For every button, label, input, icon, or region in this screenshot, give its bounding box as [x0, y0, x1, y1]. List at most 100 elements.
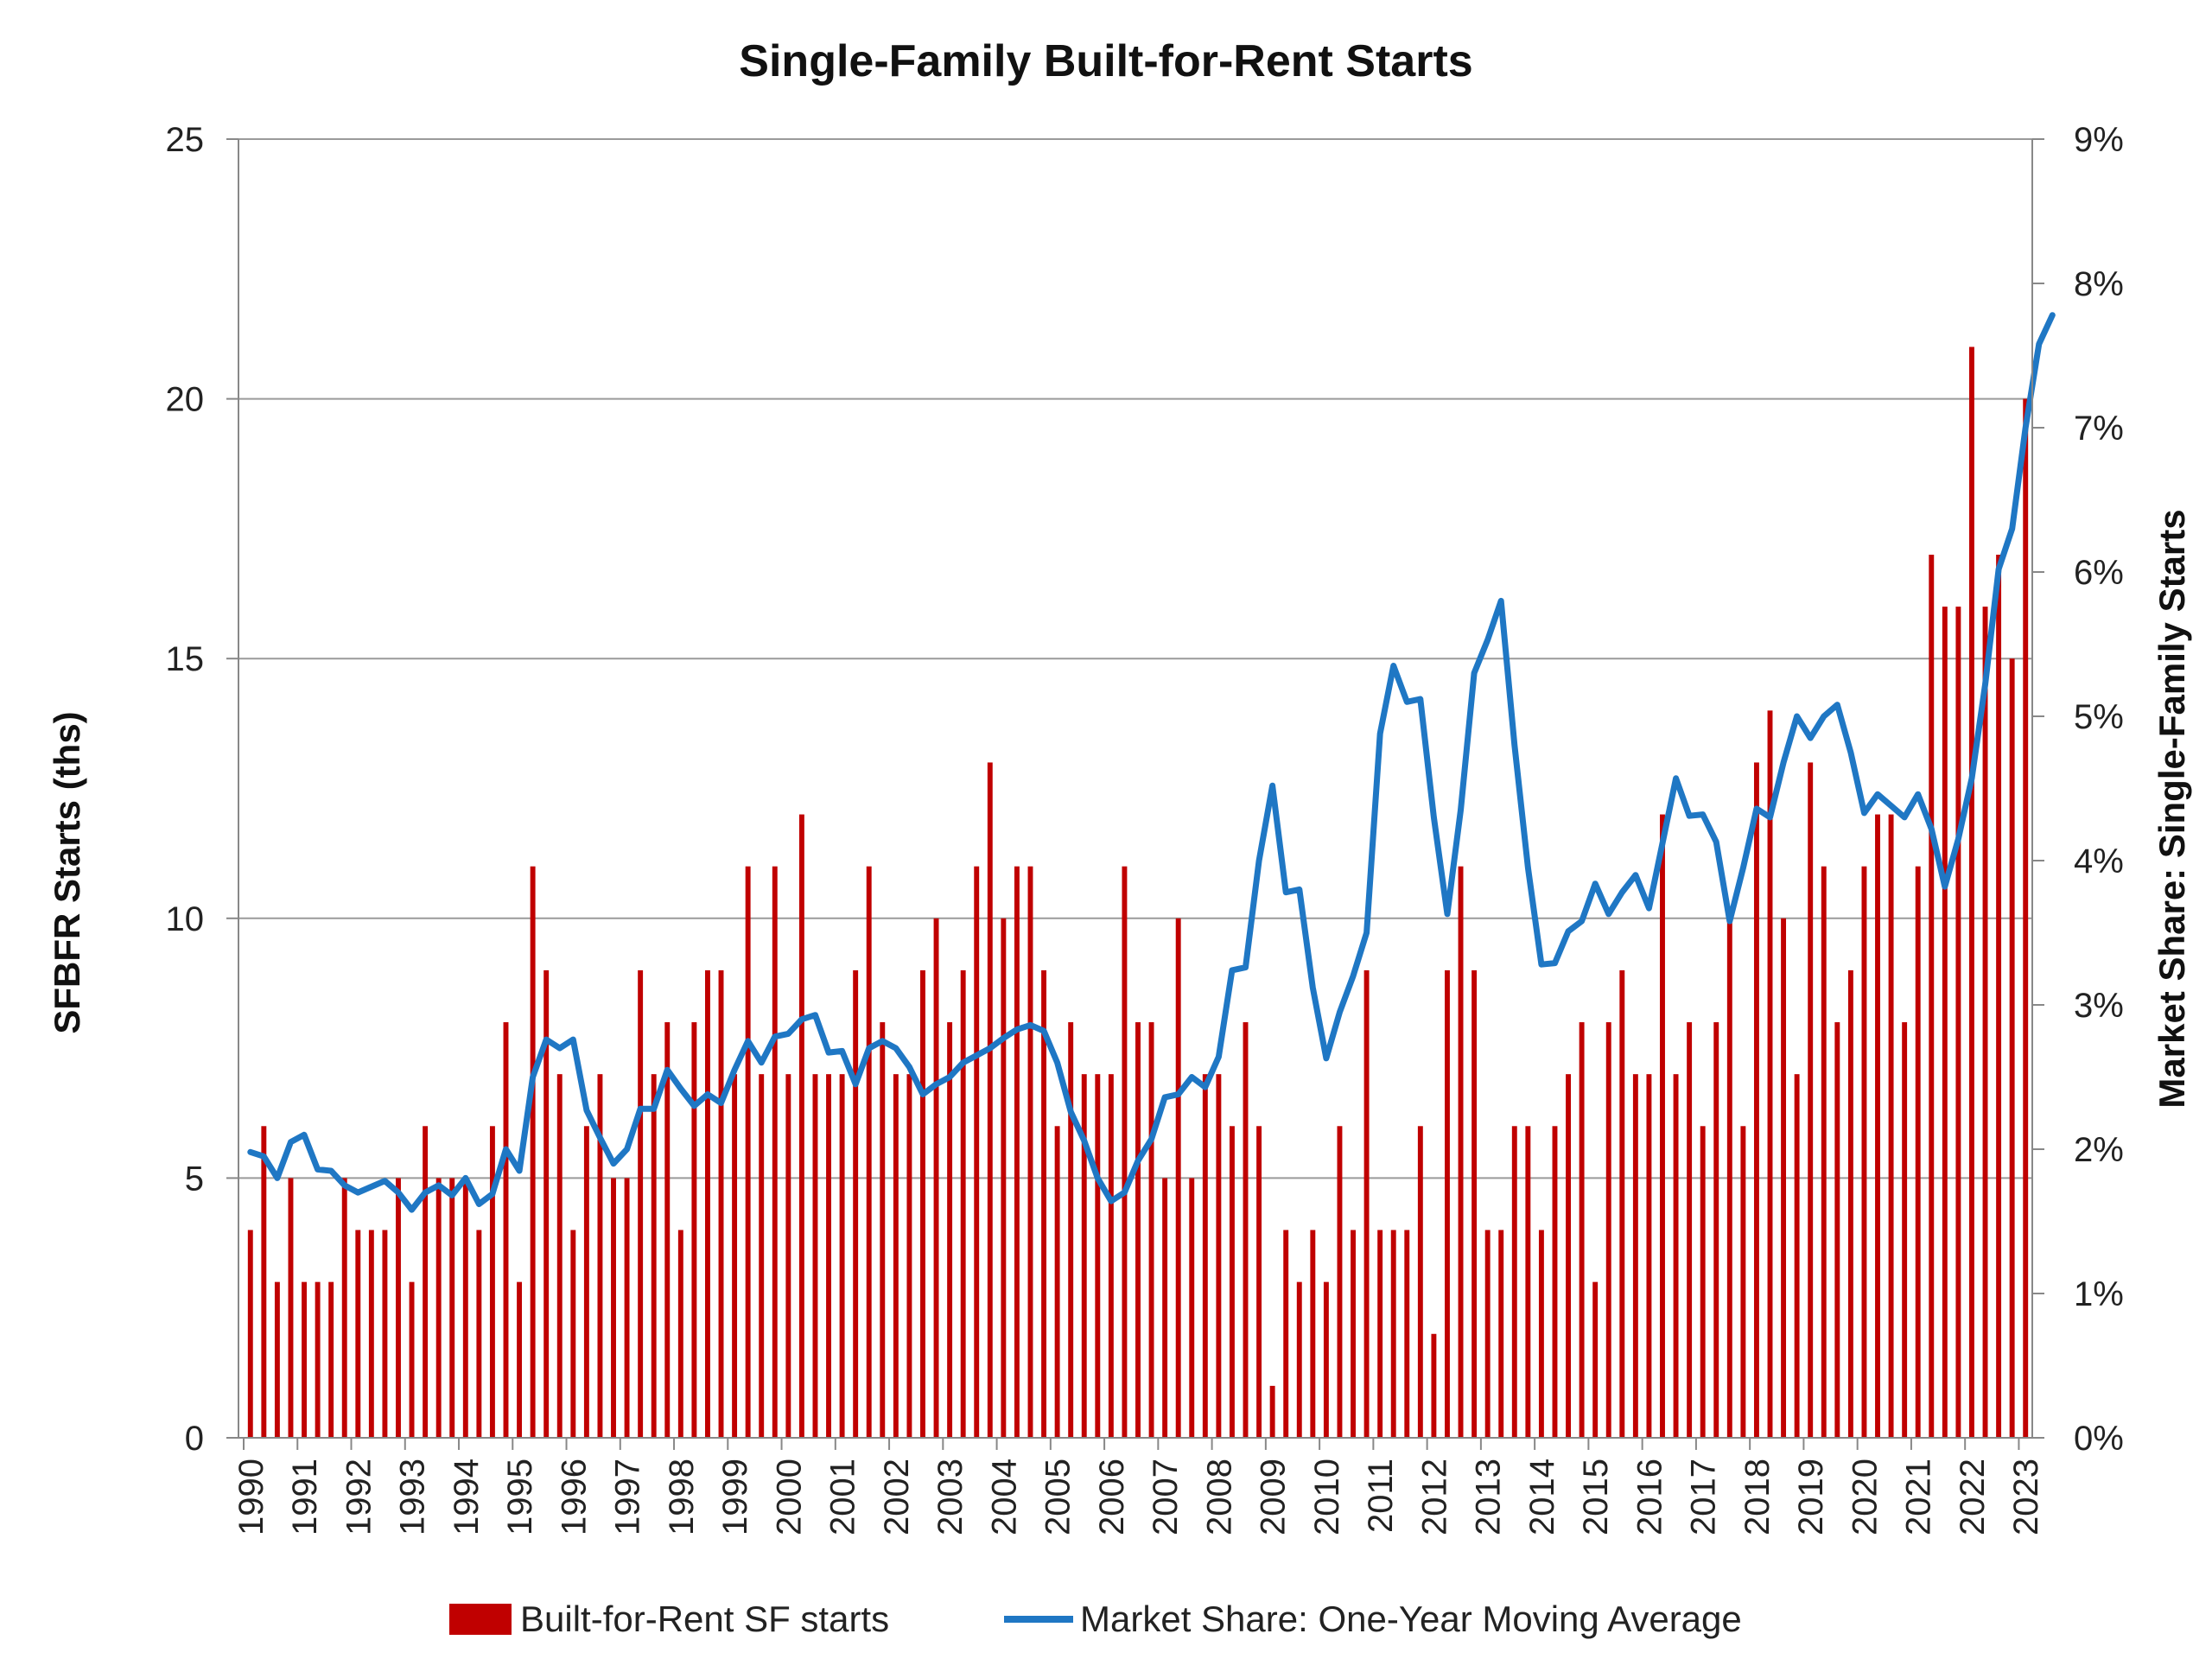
bar [1875, 814, 1880, 1438]
line-series [247, 312, 2056, 1213]
right-tick-label: 2% [2074, 1131, 2124, 1169]
bar [664, 1022, 671, 1438]
bar [1202, 1074, 1208, 1438]
bar [2009, 658, 2015, 1438]
bar [341, 1178, 347, 1438]
bar [1794, 1074, 1800, 1438]
bar [624, 1178, 630, 1438]
bar [517, 1281, 523, 1438]
bar [1767, 710, 1773, 1438]
bar [1135, 1022, 1141, 1438]
bar [1216, 1074, 1222, 1438]
bar [1296, 1281, 1302, 1438]
x-tick-label: 2005 [1039, 1459, 1077, 1535]
bar [288, 1178, 294, 1438]
x-tick-label: 2022 [1954, 1459, 1992, 1535]
x-tick-label: 2000 [770, 1459, 808, 1535]
right-tick-label: 1% [2074, 1275, 2124, 1313]
bar [1363, 969, 1370, 1438]
bar [462, 1178, 468, 1438]
bar [1525, 1126, 1531, 1438]
bar [435, 1178, 442, 1438]
bar [987, 762, 993, 1438]
x-tick-label: 2021 [1900, 1459, 1938, 1535]
bar [1269, 1385, 1275, 1438]
bar [812, 1074, 818, 1438]
right-axis-ticks: 0% 1% 2% 3% 4% 5% 6% 7% 8% 9% [2032, 121, 2124, 1458]
legend-bar-swatch [449, 1604, 512, 1635]
legend-line-label: Market Share: One-Year Moving Average [1080, 1599, 1742, 1639]
bar [1027, 866, 1033, 1438]
bar [489, 1126, 495, 1438]
bar [853, 969, 859, 1438]
x-tick-label: 2013 [1470, 1459, 1508, 1535]
bar [691, 1022, 697, 1438]
x-tick-label: 1994 [448, 1459, 486, 1535]
bar [866, 866, 872, 1438]
x-tick-label: 2012 [1415, 1459, 1453, 1535]
bar [1605, 1022, 1611, 1438]
bar [839, 1074, 845, 1438]
bar [570, 1230, 576, 1438]
bar [1498, 1230, 1504, 1438]
x-tick-label: 2015 [1577, 1459, 1615, 1535]
bar [745, 866, 751, 1438]
bar [1001, 918, 1007, 1438]
bar-series [247, 346, 2029, 1439]
bar [1834, 1022, 1840, 1438]
bar [597, 1074, 603, 1438]
x-tick-label: 2001 [824, 1459, 862, 1535]
bar [1808, 762, 1814, 1438]
bar [1471, 969, 1478, 1438]
bar [315, 1281, 321, 1438]
bar [1108, 1074, 1114, 1438]
bar [718, 969, 724, 1438]
bar [1445, 969, 1450, 1438]
bar [396, 1178, 401, 1438]
bar [1821, 866, 1827, 1438]
right-tick-label: 7% [2074, 410, 2124, 448]
bar [893, 1074, 899, 1438]
x-tick-label: 2007 [1147, 1459, 1185, 1535]
x-axis-ticks: 1990 1991 1992 1993 1994 1995 1996 1997 1998 1999… [232, 1438, 2045, 1535]
chart-title: Single-Family Built-for-Rent Starts [739, 36, 1472, 86]
bar [759, 1074, 765, 1438]
left-axis-ticks: 0 5 10 15 20 25 [166, 121, 238, 1458]
bar [1337, 1126, 1343, 1438]
bar [1781, 918, 1787, 1438]
right-tick-label: 5% [2074, 698, 2124, 736]
x-tick-label: 2004 [985, 1459, 1023, 1535]
left-tick-label: 5 [185, 1160, 204, 1198]
x-tick-label: 2006 [1093, 1459, 1131, 1535]
bar [1511, 1126, 1517, 1438]
bar [772, 866, 778, 1438]
bar [1538, 1230, 1544, 1438]
right-tick-label: 4% [2074, 842, 2124, 880]
bar [1942, 607, 1948, 1438]
bar [1753, 762, 1759, 1438]
bar [1713, 1022, 1719, 1438]
left-tick-label: 0 [185, 1420, 204, 1458]
x-tick-label: 2016 [1630, 1459, 1669, 1535]
x-tick-label: 2011 [1362, 1459, 1400, 1533]
bar [1915, 866, 1921, 1438]
x-tick-label: 2003 [931, 1459, 969, 1535]
bar [880, 1022, 886, 1438]
bar [611, 1178, 616, 1438]
bar [476, 1230, 482, 1438]
bar [1861, 866, 1867, 1438]
bar [947, 1022, 953, 1438]
bar [1592, 1281, 1599, 1438]
bar [1014, 866, 1020, 1438]
bar [1377, 1230, 1383, 1438]
bar [1256, 1126, 1262, 1438]
market-share-line [247, 312, 2056, 1213]
x-tick-label: 1999 [716, 1459, 754, 1535]
bar [1902, 1022, 1908, 1438]
bar [1162, 1178, 1168, 1438]
bar [1566, 1074, 1572, 1438]
bar [1579, 1022, 1585, 1438]
bar [1390, 1230, 1396, 1438]
